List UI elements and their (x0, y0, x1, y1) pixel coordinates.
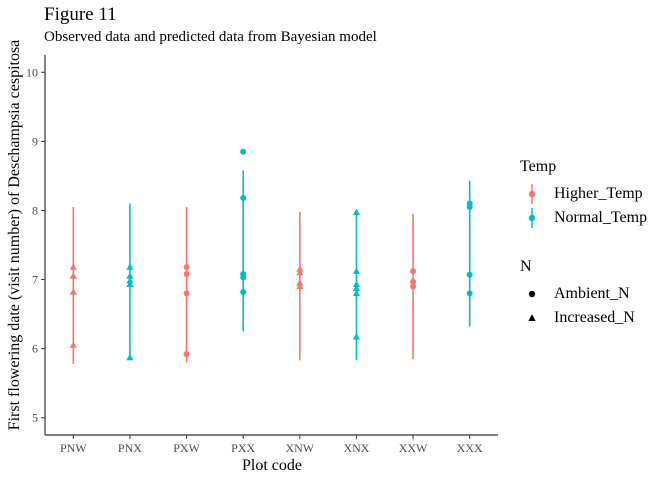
legend-n: N Ambient_N Increased_N (520, 258, 635, 330)
data-point (410, 278, 417, 285)
data-point (410, 268, 417, 275)
legend-item-normal-temp: Normal_Temp (520, 206, 647, 230)
data-marks (69, 148, 473, 364)
legend-temp-title: Temp (520, 158, 557, 175)
data-point (352, 333, 361, 340)
data-point (466, 204, 473, 210)
data-point (466, 271, 473, 278)
x-tick-label: XXW (399, 441, 428, 455)
data-point (69, 341, 77, 348)
x-tick-label: XNW (285, 441, 314, 455)
y-tick-label: 5 (32, 411, 38, 425)
chart-subtitle: Observed data and predicted data from Ba… (44, 29, 377, 45)
data-point (296, 279, 304, 286)
x-tick-label: XXX (457, 441, 483, 455)
y-axis-label: First flowering date (visit number) of D… (6, 40, 23, 431)
y-tick-label: 7 (32, 273, 38, 287)
data-point (352, 208, 361, 216)
data-point (240, 148, 247, 155)
legend-key-increased-n (528, 314, 536, 321)
axes: 5 6 7 8 9 10 PNW PNX PXW PXX XNW XNX XXW XXX (26, 55, 498, 455)
y-tick-label: 8 (32, 203, 38, 217)
data-point (352, 280, 361, 287)
x-tick-label: PNW (60, 441, 87, 455)
data-point (240, 195, 247, 202)
data-point (126, 277, 134, 284)
data-point (296, 268, 304, 276)
legend-n-title: N (520, 258, 532, 275)
legend-temp: Temp Higher_Temp Normal_Temp (520, 158, 647, 230)
legend-label-normal-temp: Normal_Temp (554, 209, 648, 226)
data-point (126, 353, 134, 361)
legend-item-higher-temp: Higher_Temp (520, 182, 647, 206)
y-tick-label: 10 (26, 65, 38, 79)
data-point (69, 272, 77, 279)
data-point (410, 283, 417, 290)
data-point (240, 274, 247, 281)
legend-item-ambient-n: Ambient_N (520, 282, 635, 306)
legend-key-ambient-n (528, 290, 536, 298)
data-point (183, 271, 190, 278)
legend-label-ambient-n: Ambient_N (554, 285, 630, 302)
legend-label-higher-temp: Higher_Temp (554, 185, 643, 202)
legend-label-increased-n: Increased_N (554, 309, 635, 326)
data-point (352, 284, 361, 292)
data-point (183, 290, 190, 297)
legend-key-normal-temp (528, 208, 536, 228)
data-point (183, 351, 190, 358)
data-point (183, 264, 190, 271)
x-tick-label: PXW (173, 441, 200, 455)
y-tick-label: 6 (32, 342, 38, 356)
data-point (296, 265, 304, 272)
data-point (352, 267, 361, 274)
x-tick-label: PXX (231, 441, 255, 455)
data-point (352, 289, 361, 296)
data-point (69, 263, 77, 270)
x-axis-label: Plot code (242, 457, 302, 474)
data-point (126, 263, 134, 270)
chart-title: Figure 11 (44, 4, 117, 25)
x-tick-label: XNX (343, 441, 369, 455)
x-tick-label: PNX (118, 441, 142, 455)
data-point (240, 288, 247, 295)
data-point (296, 282, 304, 290)
data-point (126, 280, 134, 287)
data-point (466, 290, 473, 297)
y-tick-label: 9 (32, 134, 38, 148)
legend-item-increased-n: Increased_N (520, 306, 635, 330)
data-point (126, 272, 134, 279)
data-point (69, 288, 77, 295)
legend-key-higher-temp (528, 184, 536, 204)
